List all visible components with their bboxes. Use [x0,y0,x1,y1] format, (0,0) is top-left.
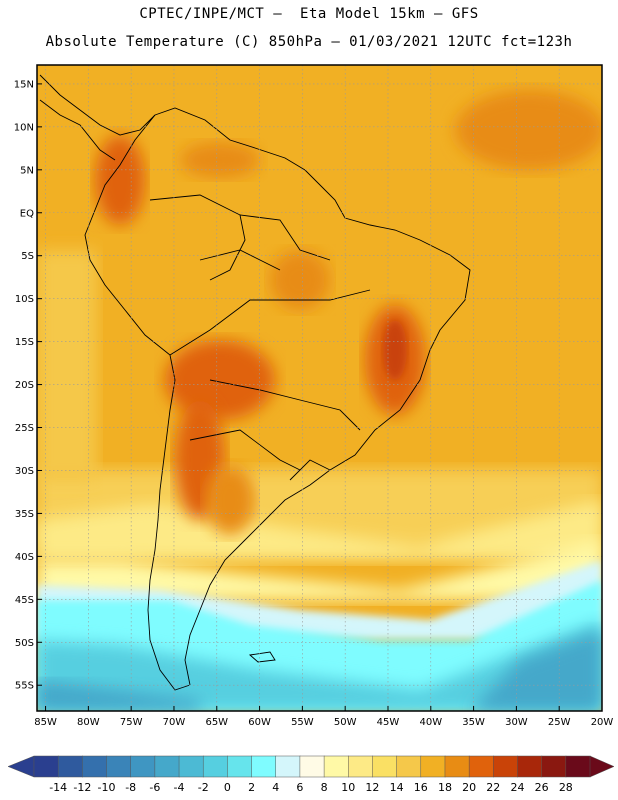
lon-label: 80W [77,717,100,728]
colorbar-swatch [323,755,349,778]
lon-label: 65W [205,717,228,728]
map-title-line2: Absolute Temperature (C) 850hPa – 01/03/… [45,34,573,50]
colorbar-label: 20 [462,781,476,794]
colorbar-swatch [468,755,494,778]
colorbar-swatch [154,755,180,778]
colorbar-swatch [227,755,253,778]
colorbar-label: 16 [414,781,428,794]
colorbar-label: -14 [49,781,67,794]
longitude-labels: 85W 80W 75W 70W 65W 60W 55W 50W 45W 40W 35W 30W 25W 2… [34,706,613,728]
lon-label: 20W [591,717,614,728]
lat-label: 10N [14,122,34,133]
colorbar-swatch [396,755,422,778]
colorbar-label: 28 [559,781,573,794]
lat-label: EQ [20,208,34,219]
lat-label: 5S [21,251,34,262]
lon-label: 45W [377,717,400,728]
colorbar-label: -10 [98,781,116,794]
colorbar-label: 26 [535,781,549,794]
lat-label: 15N [14,79,34,90]
colorbar-right-arrow [589,755,615,778]
lon-label: 75W [120,717,143,728]
colorbar-swatch [493,755,519,778]
colorbar-swatch [251,755,277,778]
lat-label: 40S [15,552,34,563]
colorbar-label: 0 [224,781,231,794]
colorbar-swatch [348,755,373,778]
colorbar-label: 6 [296,781,303,794]
map-frame [36,64,603,712]
colorbar-label: -12 [73,781,91,794]
caribbean-coast [39,99,116,161]
lat-label: 50S [15,638,34,649]
colorbar-label: 2 [248,781,255,794]
lon-label: 50W [334,717,357,728]
colorbar-label: -2 [198,781,209,794]
colorbar-label: 18 [438,781,452,794]
colorbar-swatch [444,755,470,778]
lon-label: 25W [548,717,571,728]
colorbar-label: -6 [149,781,160,794]
colorbar-label: 14 [390,781,404,794]
lat-label: 15S [15,337,34,348]
colorbar-label: -4 [174,781,185,794]
lon-label: 35W [462,717,485,728]
colorbar-swatch [33,755,59,778]
colorbar-label: 22 [486,781,500,794]
colorbar-left-arrow [7,755,35,778]
lat-label: 55S [15,681,34,692]
lon-label: 30W [505,717,528,728]
lon-label: 55W [291,717,314,728]
colorbar-swatch [57,755,83,778]
lat-label: 10S [15,294,34,305]
lat-label: 35S [15,509,34,520]
colorbar-label: 12 [365,781,379,794]
colorbar-swatch [372,755,398,778]
colorbar-swatch [130,755,156,778]
falkland-islands [248,651,276,663]
colorbar-swatch [275,755,301,778]
colorbar-label: 10 [341,781,355,794]
latitude-labels: 15N 10N 5N EQ 5S 10S 15S 20S 25S 30S 35S 40S 45S 50S 5… [14,79,42,692]
lat-label: 20S [15,380,34,391]
colorbar-swatch [82,755,108,778]
colorbar-swatch [420,755,446,778]
lon-label: 60W [248,717,271,728]
colorbar-swatch [565,755,591,778]
colorbar-swatch [202,755,228,778]
lat-label: 5N [20,165,34,176]
colorbar-label: 8 [321,781,328,794]
colorbar-label: 24 [510,781,524,794]
colorbar-swatch [106,755,132,778]
lon-label: 85W [34,717,57,728]
colorbar-swatch [517,755,543,778]
colorbar-label: 4 [272,781,279,794]
lat-label: 30S [15,466,34,477]
lon-label: 40W [419,717,442,728]
colorbar-label: -8 [125,781,136,794]
map-title-line1: CPTEC/INPE/MCT – Eta Model 15km – GFS [139,6,479,22]
lon-label: 70W [163,717,186,728]
colorbar-swatch [541,755,567,778]
lat-label: 25S [15,423,34,434]
colorbar: -14 -12 -10 -8 -6 -4 -2 0 2 4 6 8 10 12 14 16 18 20 22 24 26… [7,755,615,794]
colorbar-swatch [299,755,325,778]
central-america-coast [39,74,156,136]
country-borders [149,194,371,481]
colorbar-swatch [178,755,204,778]
lat-label: 45S [15,595,34,606]
